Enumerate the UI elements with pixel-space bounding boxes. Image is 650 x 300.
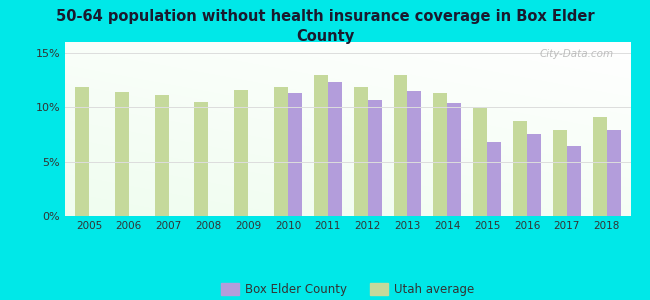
Bar [593, 117, 606, 216]
Bar [408, 91, 421, 216]
Bar [368, 100, 382, 216]
Bar [328, 82, 342, 216]
Bar [553, 130, 567, 216]
Bar [473, 108, 487, 216]
Bar [155, 95, 168, 216]
Text: City-Data.com: City-Data.com [540, 49, 614, 59]
Bar [288, 93, 302, 216]
Legend: Box Elder County, Utah average: Box Elder County, Utah average [216, 278, 479, 300]
Bar [274, 87, 288, 216]
Bar [447, 103, 462, 216]
Bar [115, 92, 129, 216]
Bar [234, 90, 248, 216]
Text: 50-64 population without health insurance coverage in Box Elder
County: 50-64 population without health insuranc… [56, 9, 594, 44]
Bar [194, 102, 209, 216]
Bar [434, 93, 447, 216]
Bar [393, 75, 408, 216]
Bar [75, 87, 89, 216]
Bar [314, 75, 328, 216]
Bar [606, 130, 621, 216]
Bar [567, 146, 580, 216]
Bar [354, 87, 368, 216]
Bar [487, 142, 501, 216]
Bar [527, 134, 541, 216]
Bar [513, 122, 527, 216]
